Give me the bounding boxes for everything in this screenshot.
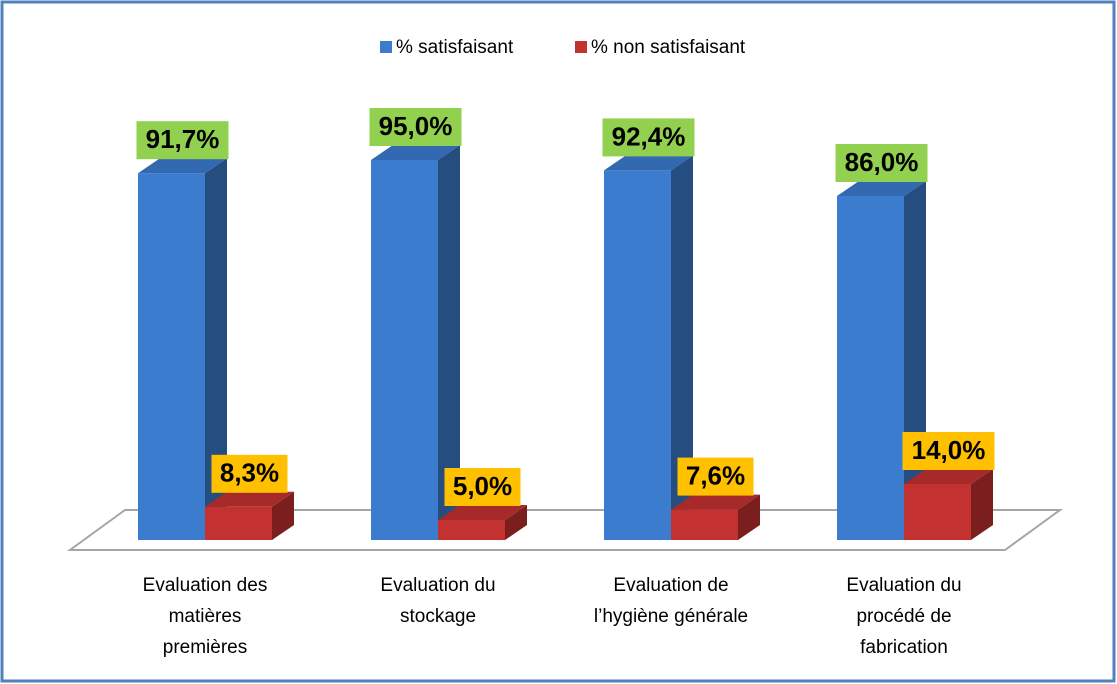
bar-side bbox=[738, 494, 760, 540]
value-label-box bbox=[902, 432, 995, 470]
value-label-box bbox=[136, 121, 229, 160]
bar-top bbox=[904, 469, 993, 484]
legend-label: % satisfaisant bbox=[396, 37, 514, 58]
bar-top bbox=[671, 494, 760, 510]
value-label: 7,6% bbox=[686, 460, 745, 490]
bar bbox=[671, 494, 760, 540]
bar-top bbox=[371, 145, 460, 160]
value-label-box bbox=[444, 468, 521, 506]
value-label-box bbox=[602, 118, 695, 157]
bar bbox=[604, 155, 693, 540]
bar-side bbox=[671, 155, 693, 540]
bar-front bbox=[205, 506, 272, 540]
value-label: 5,0% bbox=[453, 471, 512, 501]
bar-top bbox=[438, 505, 527, 520]
value-label: 91,7% bbox=[146, 124, 220, 154]
x-tick-label: Evaluation du procédé de fabrication bbox=[846, 575, 961, 658]
bar bbox=[138, 158, 227, 540]
bar-top bbox=[837, 181, 926, 196]
legend-swatch bbox=[575, 41, 587, 53]
bar-top bbox=[138, 158, 227, 174]
bar bbox=[371, 145, 460, 540]
value-label-box bbox=[677, 457, 754, 496]
value-label: 92,4% bbox=[612, 121, 686, 151]
bar-front bbox=[671, 509, 738, 540]
bar-front bbox=[837, 196, 904, 540]
x-tick-label: Evaluation de l’hygiène générale bbox=[594, 575, 748, 627]
x-tick-label: Evaluation du stockage bbox=[380, 575, 495, 627]
bar-front bbox=[371, 160, 438, 540]
bar-side bbox=[971, 469, 993, 540]
legend-label: % non satisfaisant bbox=[591, 37, 746, 58]
bar-front bbox=[438, 520, 505, 540]
value-label-box bbox=[369, 108, 462, 146]
bar-side bbox=[505, 505, 527, 540]
value-label: 8,3% bbox=[220, 458, 279, 488]
bar-top bbox=[604, 155, 693, 171]
value-label: 14,0% bbox=[912, 435, 986, 465]
bar-front bbox=[604, 170, 671, 540]
bar bbox=[904, 469, 993, 540]
value-label: 86,0% bbox=[845, 147, 919, 177]
bar-front bbox=[138, 173, 205, 540]
bar-top bbox=[205, 491, 294, 507]
value-label: 95,0% bbox=[379, 111, 453, 141]
bar-front bbox=[904, 484, 971, 540]
value-label-box bbox=[211, 454, 288, 493]
bar-side bbox=[438, 145, 460, 540]
legend-swatch bbox=[380, 41, 392, 53]
bar bbox=[438, 505, 527, 540]
bar bbox=[205, 491, 294, 540]
bar-side bbox=[272, 491, 294, 540]
value-label-box bbox=[835, 144, 928, 182]
bar-side bbox=[205, 158, 227, 540]
x-tick-label: Evaluation des matières premières bbox=[143, 575, 268, 658]
